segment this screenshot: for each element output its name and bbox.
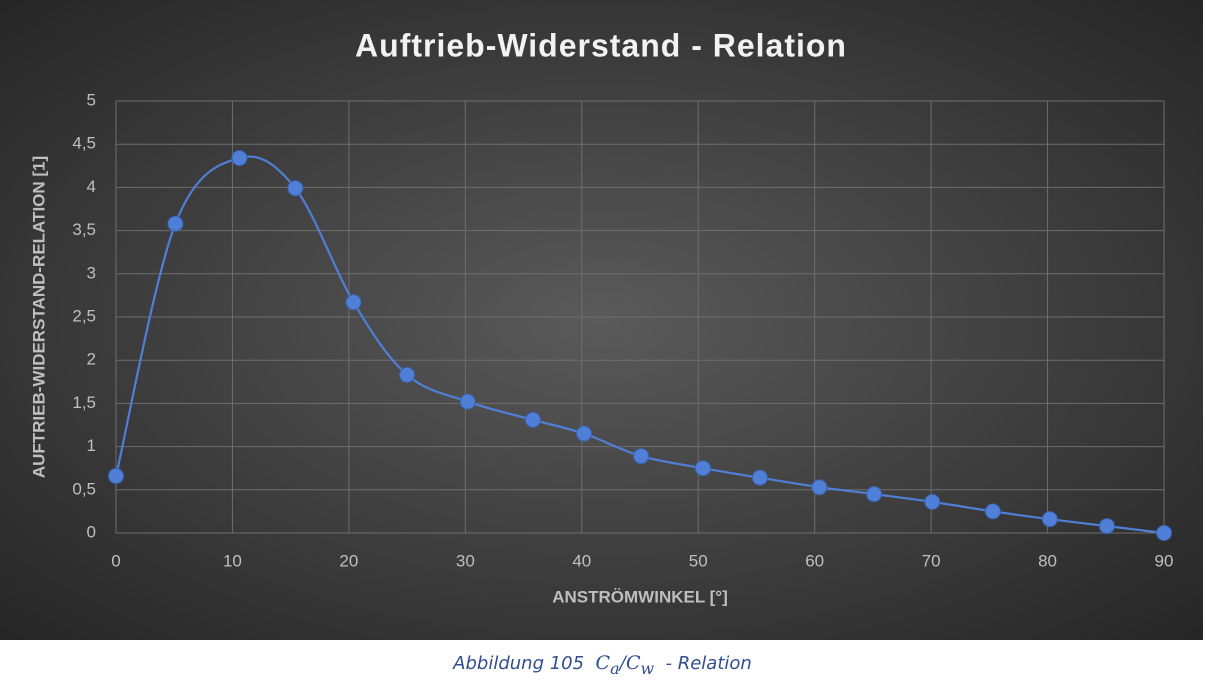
chart-title: Auftrieb-Widerstand - Relation	[355, 27, 847, 63]
x-tick-label: 90	[1155, 551, 1174, 570]
y-tick-label: 2	[87, 350, 96, 369]
x-tick-label: 50	[689, 551, 708, 570]
formula: Ca/Cw	[595, 652, 655, 678]
caption: Abbildung 105 Ca/Cw - Relation	[0, 652, 1205, 678]
data-point	[167, 215, 184, 232]
x-axis-label: ANSTRÖMWINKEL [°]	[552, 587, 728, 606]
caption-suffix: - Relation	[665, 653, 752, 674]
caption-text: Abbildung 105	[453, 653, 585, 674]
y-tick-label: 2,5	[72, 306, 96, 325]
data-point	[576, 425, 593, 442]
x-tick-label: 70	[922, 551, 941, 570]
data-point	[924, 493, 941, 510]
y-tick-label: 1,5	[72, 393, 96, 412]
x-tick-label: 40	[572, 551, 591, 570]
data-point	[459, 393, 476, 410]
x-tick-label: 20	[339, 551, 358, 570]
data-point	[524, 411, 541, 428]
data-point	[984, 503, 1001, 520]
y-tick-label: 0,5	[72, 479, 96, 498]
data-point	[751, 469, 768, 486]
y-tick-label: 3,5	[72, 220, 96, 239]
data-point	[633, 448, 650, 465]
data-point	[231, 150, 248, 167]
y-tick-label: 3	[87, 263, 96, 282]
chart-background	[0, 0, 1203, 640]
data-point	[345, 294, 362, 311]
formula-sub: a	[610, 658, 620, 678]
data-point	[399, 366, 416, 383]
data-point	[694, 460, 711, 477]
x-tick-label: 10	[223, 551, 242, 570]
data-point	[1156, 525, 1172, 541]
y-tick-label: 4	[87, 177, 96, 196]
chart: Auftrieb-Widerstand - Relation ANSTRÖMWI…	[0, 0, 1203, 640]
data-point	[811, 479, 828, 496]
x-tick-label: 0	[111, 551, 120, 570]
data-point	[287, 180, 304, 197]
formula-part: /	[619, 652, 626, 674]
y-tick-label: 5	[87, 90, 96, 109]
y-tick-label: 4,5	[72, 134, 96, 153]
x-tick-label: 80	[1038, 551, 1057, 570]
x-tick-label: 30	[456, 551, 475, 570]
data-point	[1098, 518, 1115, 535]
data-point	[1041, 511, 1058, 528]
formula-part: C	[625, 652, 641, 674]
formula-part: C	[595, 652, 611, 674]
y-axis-label: AUFTRIEB-WIDERSTAND-RELATION [1]	[29, 156, 48, 478]
y-tick-label: 1	[87, 436, 96, 455]
y-tick-label: 0	[87, 522, 96, 541]
formula-sub: w	[640, 658, 655, 678]
data-point	[866, 486, 883, 503]
data-point	[108, 467, 124, 484]
x-tick-label: 60	[805, 551, 824, 570]
